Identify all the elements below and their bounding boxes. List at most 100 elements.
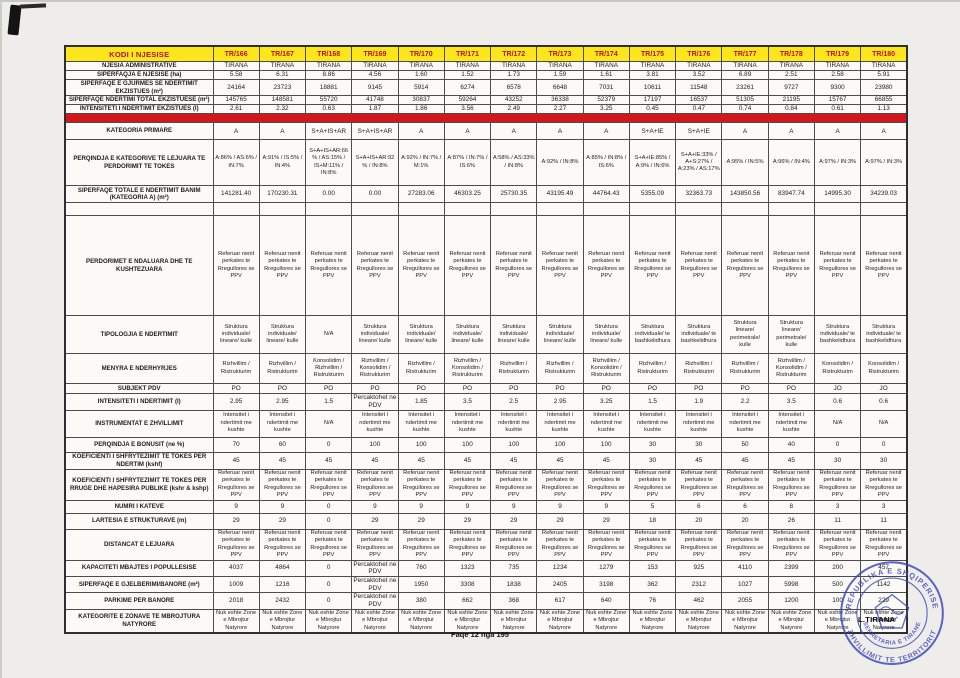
cell: TIRANA <box>305 61 353 71</box>
stamp-outer-ring <box>840 561 944 666</box>
cell: Intensitet i ndertimit me kushte <box>721 409 769 438</box>
cell: Rizhvillim / Ristrukturim <box>397 353 445 385</box>
cell: 11548 <box>675 78 723 97</box>
cell: 27283.06 <box>397 185 445 204</box>
header-col: TR/175 <box>628 45 677 62</box>
cell: 9 <box>397 499 445 514</box>
cell: S+A+IE:33% / A+S:27% / A:23% / AS:17% <box>675 139 723 187</box>
cell: PO <box>721 383 769 395</box>
cell: 0 <box>305 559 353 577</box>
row-label: MENYRA E NDERHYRJES <box>64 353 214 385</box>
cell: 4864 <box>258 559 307 577</box>
cell: A:85% / IN:8% / IS:6% <box>582 139 630 187</box>
cell: Referuar nenit perkates te Rregullores s… <box>258 468 307 501</box>
cell <box>582 202 630 217</box>
cell: Nuk eshte Zone e Mbrojtur Natyrore <box>582 608 630 634</box>
cell: Referuar nenit perkates te Rregullores s… <box>628 468 677 501</box>
cell: 59264 <box>443 95 492 106</box>
stamp-text-inner: SEKRETARIA E TIRANE <box>861 621 922 646</box>
cell: Referuar nenit perkates te Rregullores s… <box>721 468 769 501</box>
cell: TIRANA <box>397 61 445 71</box>
cell: 0.63 <box>305 104 353 115</box>
row-intensity_existing: INTENSITETI I NDERTIMIT EKZISTUES (I) 2.6… <box>64 104 908 115</box>
cell: 45 <box>490 451 538 470</box>
cell: 43252 <box>490 95 538 106</box>
cell: 2.51 <box>767 70 815 80</box>
cell: TIRANA <box>536 61 584 71</box>
cell: 6578 <box>490 78 538 97</box>
cell: PO <box>305 383 353 395</box>
cell: 1.5 <box>628 393 677 411</box>
cell: Referuar nenit perkates te Rregullores s… <box>351 468 399 501</box>
cell: 66855 <box>860 95 908 106</box>
cell: 368 <box>490 592 538 610</box>
cell: 2.27 <box>536 104 584 115</box>
cell: 0.84 <box>767 104 815 115</box>
cell: 2405 <box>536 575 584 594</box>
row-intervention: MENYRA E NDERHYRJES Rizhvillim / Ristrukt… <box>64 353 908 385</box>
row-bonus: PERQINDJA E BONUSIT (ne %) 70 60 0 100 100 100… <box>64 436 908 453</box>
cell: 0.6 <box>860 393 908 411</box>
cell: Referuar nenit perkates te Rregullores s… <box>767 528 815 561</box>
cell: 10611 <box>628 78 677 97</box>
cell: Intensitet i ndertimit me kushte <box>490 409 538 438</box>
cell: 45 <box>212 451 260 470</box>
cell: Referuar nenit perkates te Rregullores s… <box>443 468 492 501</box>
cell: Referuar nenit perkates te Rregullores s… <box>443 215 492 317</box>
header-col: TR/168 <box>305 45 353 62</box>
cell: 9 <box>536 499 584 514</box>
cell: Referuar nenit perkates te Rregullores s… <box>212 215 260 317</box>
cell: Nuk eshte Zone e Mbrojtur Natyrore <box>305 608 353 634</box>
cell: 2.49 <box>490 104 538 115</box>
cell: N/A <box>860 409 908 438</box>
cell: Rizhvillim / Konsolidim / Ristrukturim <box>351 353 399 385</box>
cell: 5914 <box>397 78 445 97</box>
svg-text:SEKRETARIA E TIRANE: SEKRETARIA E TIRANE <box>861 621 922 646</box>
row-forbidden_uses: PERDORIMET E NDALUARA DHE TE KUSHTEZUARA… <box>64 215 908 317</box>
cell: Referuar nenit perkates te Rregullores s… <box>767 468 815 501</box>
cell: 9 <box>443 499 492 514</box>
cell: Nuk eshte Zone e Mbrojtur Natyrore <box>675 608 723 634</box>
cell: TIRANA <box>813 61 862 71</box>
row-label: LARTESIA E STRUKTURAVE (m) <box>64 512 214 530</box>
header-col: TR/166 <box>212 45 260 62</box>
row-admin_unit: NJESIA ADMINISTRATIVE TIRANA TIRANA TIRANA T… <box>64 61 908 71</box>
cell: Nuk eshte Zone e Mbrojtur Natyrore <box>813 608 862 634</box>
cell <box>397 202 445 217</box>
cell: A:87% / IN:7% / IS:6% <box>443 139 492 187</box>
cell: Referuar nenit perkates te Rregullores s… <box>490 468 538 501</box>
cell: Intensitet i ndertimit me kushte <box>628 409 677 438</box>
cell: TIRANA <box>675 61 723 71</box>
cell: 9 <box>212 499 260 514</box>
cell: Struktura individuale/ te bashkelidhura <box>860 315 908 355</box>
cell: Intensitet i ndertimit me kushte <box>258 409 307 438</box>
cell: 0 <box>813 436 862 453</box>
cell: 45 <box>675 451 723 470</box>
cell: Nuk eshte Zone e Mbrojtur Natyrore <box>490 608 538 634</box>
cell: 1.60 <box>397 70 445 80</box>
row-label: SIPERFAQE E GJELBERIMI/BANORE (m²) <box>64 575 214 594</box>
cell: 6.89 <box>721 70 769 80</box>
row-label: KAPACITETI MBAJTES I POPULLESISE <box>64 559 214 577</box>
cell: Referuar nenit perkates te Rregullores s… <box>582 215 630 317</box>
cell: 6.31 <box>258 70 307 80</box>
cell: 143850.56 <box>721 185 769 204</box>
cell: 640 <box>582 592 630 610</box>
cell: 148581 <box>258 95 307 106</box>
cell: 2432 <box>258 592 307 610</box>
cell: 925 <box>675 559 723 577</box>
row-kshf: KOEFICIENTI I SHFRYTEZIMIT TE TOKES PER … <box>64 451 908 470</box>
cell: 2399 <box>767 559 815 577</box>
cell: 1.52 <box>443 70 492 80</box>
cell: Struktura individuale/ lineare/ kulle <box>490 315 538 355</box>
cell: 9727 <box>767 78 815 97</box>
cell: Rizhvillim / Ristrukturim <box>721 353 769 385</box>
cell: PO <box>582 383 630 395</box>
cell: 45 <box>397 451 445 470</box>
cell: TIRANA <box>443 61 492 71</box>
cell: 23980 <box>860 78 908 97</box>
cell: 1009 <box>212 575 260 594</box>
cell: 21195 <box>767 95 815 106</box>
cell: 5 <box>628 499 677 514</box>
cell: 9 <box>351 499 399 514</box>
